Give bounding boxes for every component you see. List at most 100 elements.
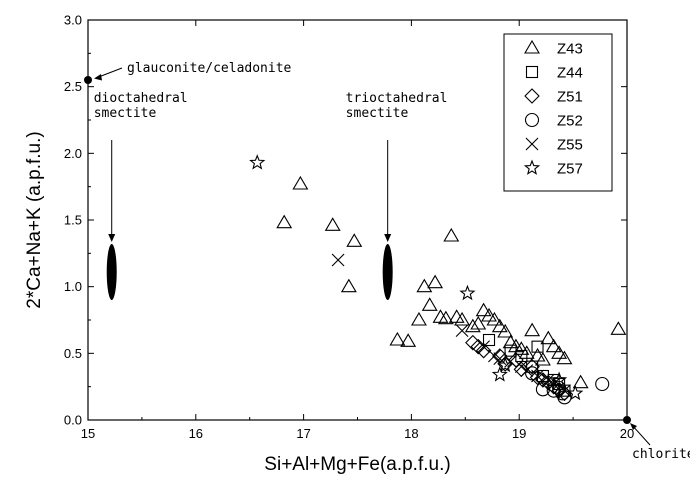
y-tick-label: 2.5 xyxy=(64,79,82,94)
legend-box xyxy=(503,33,613,192)
data-point-z43 xyxy=(481,307,497,322)
x-tick-label: 18 xyxy=(404,426,418,441)
data-point-z43 xyxy=(529,347,546,362)
data-point-z57 xyxy=(249,154,266,170)
data-point-z43 xyxy=(497,323,514,338)
arrow-head xyxy=(384,234,392,242)
data-point-z43 xyxy=(556,350,573,365)
data-point-z57 xyxy=(567,384,584,401)
ellipse-label: smectite xyxy=(94,106,157,121)
x-tick-label: 20 xyxy=(620,426,634,441)
data-point-z43 xyxy=(346,233,363,247)
legend-label-z43: Z43 xyxy=(557,41,583,58)
legend-marker-z57 xyxy=(523,159,541,175)
reference-label: chlorite xyxy=(632,447,690,462)
data-point-z52 xyxy=(525,366,540,381)
data-point-z43 xyxy=(486,311,503,326)
data-point-z57 xyxy=(459,284,476,301)
arrow-head xyxy=(94,74,102,81)
data-point-z43 xyxy=(502,334,519,349)
reference-arrow xyxy=(631,424,651,446)
axis-ticks xyxy=(87,19,628,421)
data-point-z55 xyxy=(558,384,571,398)
data-point-z43 xyxy=(324,217,341,231)
data-point-z43 xyxy=(410,311,427,326)
axis-tick-labels: 15 16 17 18 19 20 0.0 0.5 1.0 1.5 2.0 2.5 3.0 xyxy=(64,13,634,442)
data-point-z57 xyxy=(491,366,508,382)
data-point-z43 xyxy=(551,345,568,359)
data-point-z43 xyxy=(524,322,541,337)
y-tick-label: 0.0 xyxy=(64,413,82,428)
arrow-head xyxy=(108,234,116,242)
data-point-z43 xyxy=(513,341,530,355)
x-axis-title: Si+Al+Mg+Fe(a.p.f.u.) xyxy=(264,454,450,475)
data-point-z52 xyxy=(535,382,550,397)
data-point-z52 xyxy=(555,386,570,401)
data-point-z43 xyxy=(416,278,433,293)
data-point-z43 xyxy=(470,315,487,330)
reference-point xyxy=(623,416,631,424)
data-points xyxy=(249,154,627,405)
data-point-z55 xyxy=(504,354,517,368)
data-point-z44 xyxy=(531,340,544,353)
annotations: dioctahedralsmectitetrioctahedralsmectit… xyxy=(84,61,690,462)
data-point-z43 xyxy=(454,311,471,326)
legend-marker-z55 xyxy=(525,137,539,151)
legend-marker-z44 xyxy=(525,65,539,79)
data-point-z43 xyxy=(448,309,465,323)
legend-label-z57: Z57 xyxy=(557,161,583,178)
data-point-z55 xyxy=(477,340,491,354)
smectite-ellipse xyxy=(106,244,117,300)
ellipse-label: trioctahedral xyxy=(346,91,448,106)
x-tick-label: 16 xyxy=(189,426,203,441)
data-point-z43 xyxy=(276,214,293,229)
data-point-z55 xyxy=(514,360,528,374)
data-point-z55 xyxy=(547,377,561,391)
data-point-z43 xyxy=(464,318,481,333)
data-point-z51 xyxy=(475,342,492,359)
y-tick-label: 1.0 xyxy=(64,279,82,294)
data-point-z43 xyxy=(475,302,492,317)
data-point-z57 xyxy=(550,371,568,387)
data-point-z55 xyxy=(455,324,469,338)
data-point-z43 xyxy=(610,321,627,335)
data-point-z43 xyxy=(540,330,557,345)
data-point-z43 xyxy=(437,310,454,325)
legend-marker-z51 xyxy=(524,88,540,104)
data-point-z43 xyxy=(572,374,589,389)
data-point-z43 xyxy=(400,333,417,347)
reference-point xyxy=(84,76,92,84)
data-point-z52 xyxy=(595,376,610,392)
smectite-ellipse xyxy=(382,244,393,300)
data-point-z55 xyxy=(520,364,534,378)
ellipse-label: smectite xyxy=(346,106,409,121)
data-point-z43 xyxy=(340,278,357,293)
y-tick-label: 0.5 xyxy=(64,346,82,361)
legend-label-z51: Z51 xyxy=(557,89,583,106)
data-point-z55 xyxy=(531,369,544,383)
data-point-z43 xyxy=(421,297,438,311)
data-point-z51 xyxy=(529,369,546,386)
data-point-z43 xyxy=(545,338,562,353)
reference-label: glauconite/celadonite xyxy=(127,61,292,76)
data-point-z55 xyxy=(541,373,555,387)
data-point-z43 xyxy=(534,351,551,366)
data-point-z44 xyxy=(482,333,496,347)
y-tick-label: 3.0 xyxy=(64,13,82,28)
data-point-z51 xyxy=(551,382,567,399)
data-point-z55 xyxy=(331,253,345,267)
x-tick-label: 17 xyxy=(296,426,310,441)
y-tick-label: 2.0 xyxy=(64,146,82,161)
legend-label-z44: Z44 xyxy=(557,65,583,82)
ellipse-label: dioctahedral xyxy=(94,91,188,106)
data-point-z57 xyxy=(497,356,514,373)
data-point-z43 xyxy=(443,227,460,242)
data-point-z43 xyxy=(491,318,508,333)
data-point-z51 xyxy=(524,358,540,375)
legend-marker-z43 xyxy=(524,39,540,54)
x-tick-label: 15 xyxy=(81,426,95,441)
data-point-z43 xyxy=(432,309,449,323)
data-point-z44 xyxy=(526,360,539,373)
y-axis-title: 2*Ca+Na+K (a.p.f.u.) xyxy=(24,131,45,308)
